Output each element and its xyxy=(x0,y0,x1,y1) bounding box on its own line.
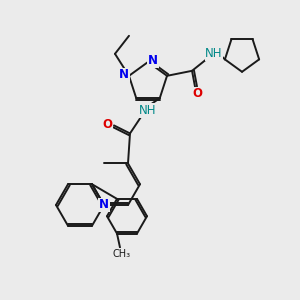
Text: N: N xyxy=(99,199,109,212)
Text: O: O xyxy=(192,87,202,100)
Text: O: O xyxy=(102,118,112,131)
Text: N: N xyxy=(148,55,158,68)
Text: NH: NH xyxy=(139,104,157,117)
Text: NH: NH xyxy=(205,47,223,60)
Text: N: N xyxy=(119,68,129,81)
Text: CH₃: CH₃ xyxy=(113,248,131,259)
